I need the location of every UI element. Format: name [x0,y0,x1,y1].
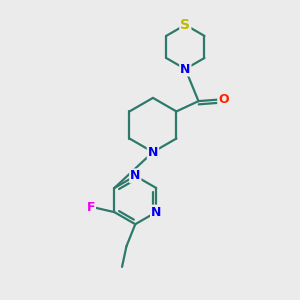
Text: S: S [180,18,190,32]
Text: N: N [180,62,190,76]
Text: N: N [130,169,140,182]
Text: O: O [218,93,229,106]
Text: F: F [87,201,95,214]
Text: N: N [151,206,161,219]
Text: N: N [148,146,158,159]
